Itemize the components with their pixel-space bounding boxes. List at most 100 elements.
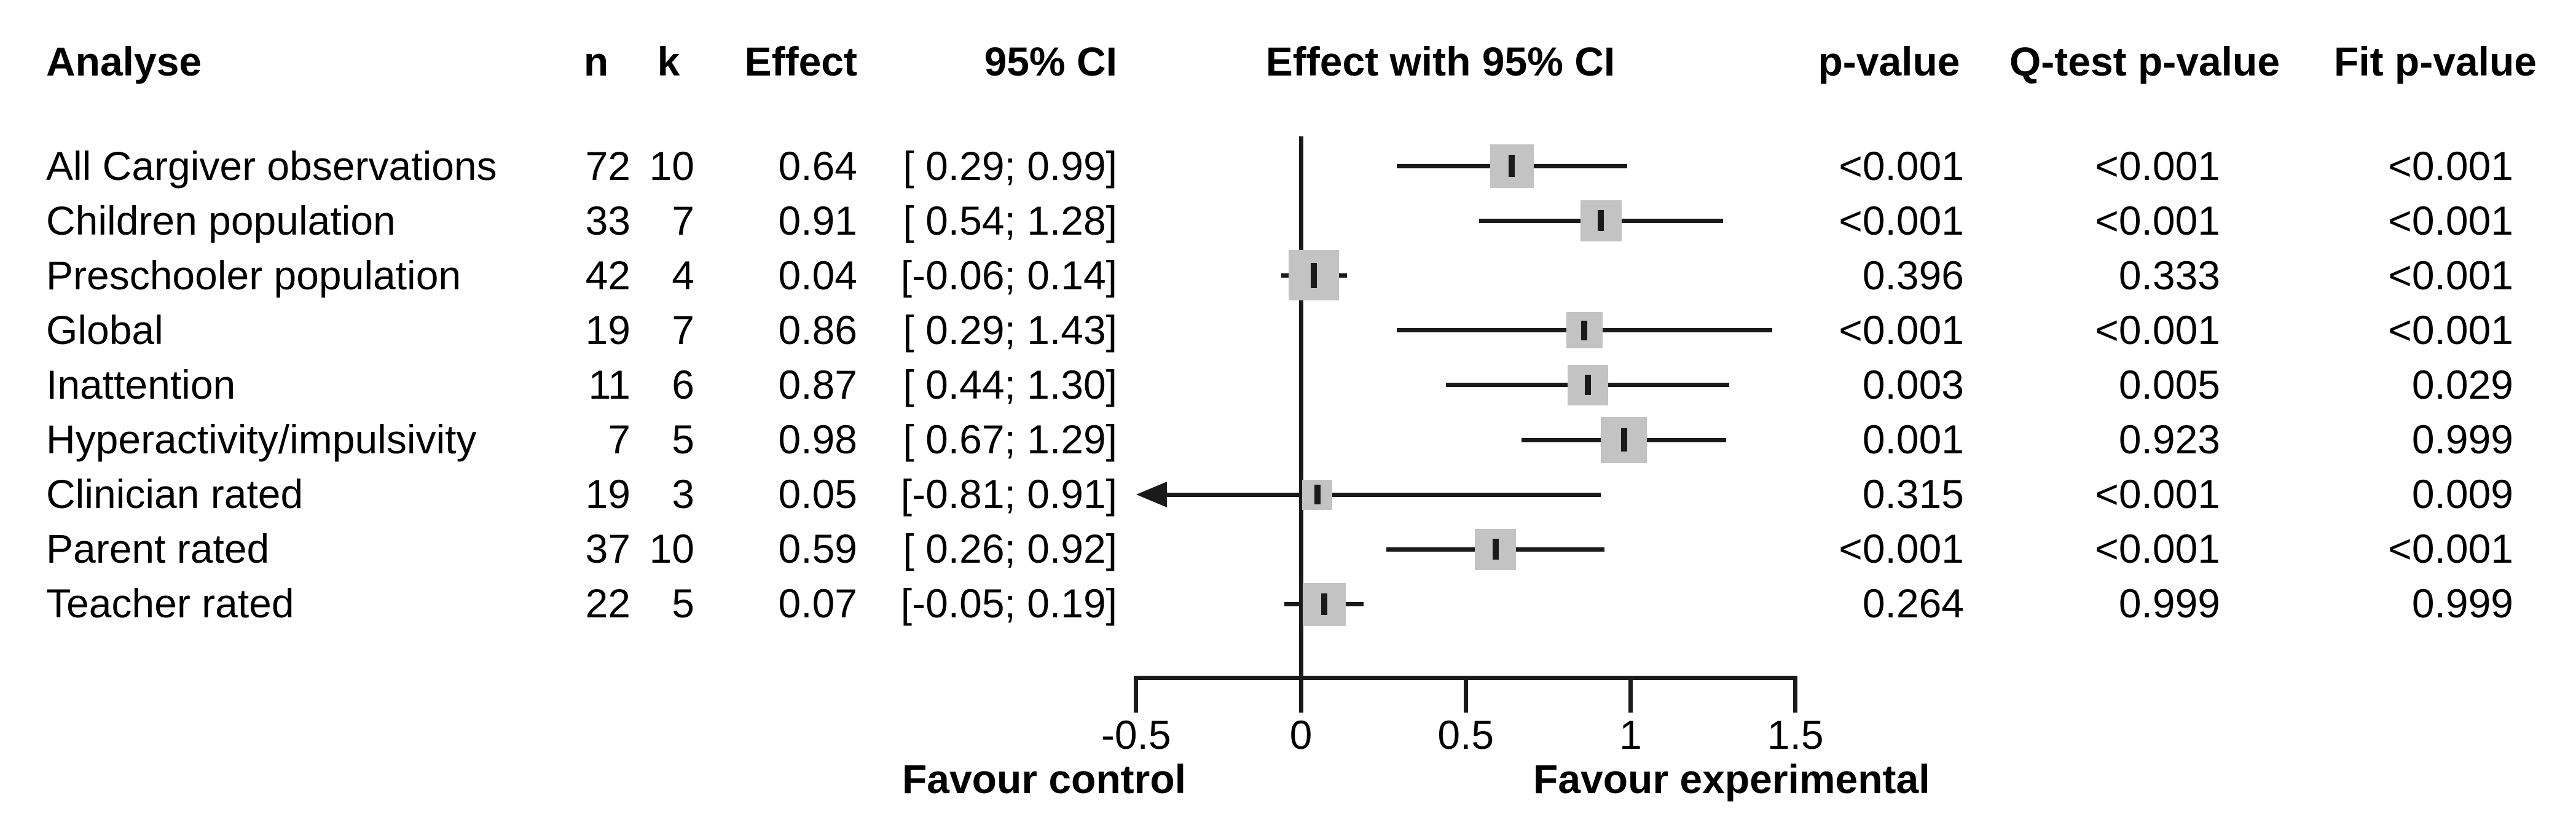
q-test-p-value: <0.001 — [2095, 471, 2220, 517]
ci-value: [-0.06; 0.14] — [900, 252, 1117, 298]
n-value: 37 — [585, 526, 630, 571]
point-estimate-tick — [1598, 210, 1604, 232]
k-value: 5 — [672, 581, 694, 626]
effect-value: 0.05 — [778, 471, 857, 517]
column-header-effect: Effect — [744, 39, 857, 84]
k-value: 6 — [672, 362, 694, 407]
row-label: Inattention — [46, 362, 236, 407]
point-estimate-tick — [1321, 593, 1327, 616]
x-axis-tick — [1134, 676, 1139, 713]
k-value: 4 — [672, 252, 694, 298]
n-value: 42 — [585, 252, 630, 298]
ci-value: [ 0.54; 1.28] — [903, 198, 1117, 243]
effect-value: 0.04 — [778, 252, 857, 298]
fit-p-value: <0.001 — [2388, 143, 2513, 189]
column-header-q-test-p-value: Q-test p-value — [2009, 39, 2280, 84]
row-label: Teacher rated — [46, 581, 294, 626]
column-header-ci: 95% CI — [984, 39, 1117, 84]
k-value: 7 — [672, 307, 694, 353]
n-value: 22 — [585, 581, 630, 626]
fit-p-value: 0.999 — [2411, 416, 2513, 462]
table-row: Parent rated 37 10 0.59 [ 0.26; 0.92] <0… — [0, 526, 2576, 571]
n-value: 19 — [585, 471, 630, 517]
column-header-fit-p-value: Fit p-value — [2333, 39, 2537, 84]
table-row: Hyperactivity/impulsivity 7 5 0.98 [ 0.6… — [0, 417, 2576, 461]
ci-value: [-0.05; 0.19] — [900, 581, 1117, 626]
point-estimate-tick — [1509, 155, 1515, 177]
p-value: 0.003 — [1862, 362, 1964, 407]
row-label: Children population — [46, 198, 396, 243]
column-header-plot: Effect with 95% CI — [1265, 39, 1616, 84]
point-estimate-tick — [1581, 320, 1588, 340]
ci-line — [1158, 492, 1601, 497]
p-value: <0.001 — [1839, 143, 1964, 189]
fit-p-value: <0.001 — [2388, 307, 2513, 353]
q-test-p-value: <0.001 — [2095, 526, 2220, 571]
fit-p-value: <0.001 — [2388, 526, 2513, 571]
row-label: Hyperactivity/impulsivity — [46, 416, 477, 462]
n-value: 19 — [585, 307, 630, 353]
row-label: Preschooler population — [46, 252, 461, 298]
p-value: 0.264 — [1862, 581, 1964, 626]
table-row: Inattention 11 6 0.87 [ 0.44; 1.30] 0.00… — [0, 362, 2576, 407]
zero-reference-line — [1298, 136, 1303, 676]
point-estimate-tick — [1314, 485, 1321, 505]
row-label: Parent rated — [46, 526, 270, 571]
column-header-n: n — [583, 39, 609, 84]
k-value: 10 — [649, 143, 694, 189]
p-value: 0.001 — [1862, 416, 1964, 462]
axis-label-favour-control: Favour control — [901, 756, 1186, 802]
fit-p-value: 0.009 — [2411, 471, 2513, 517]
x-axis-tick — [1463, 676, 1468, 713]
p-value: <0.001 — [1839, 198, 1964, 243]
fit-p-value: <0.001 — [2388, 198, 2513, 243]
x-axis-tick-label: 1.5 — [1767, 712, 1824, 757]
point-estimate-tick — [1311, 262, 1317, 288]
fit-p-value: <0.001 — [2388, 252, 2513, 298]
table-row: Children population 33 7 0.91 [ 0.54; 1.… — [0, 198, 2576, 243]
row-label: Global — [46, 307, 163, 353]
q-test-p-value: 0.923 — [2118, 416, 2220, 462]
k-value: 10 — [649, 526, 694, 571]
x-axis-tick — [1793, 676, 1798, 713]
n-value: 11 — [588, 362, 630, 407]
x-axis-tick — [1298, 676, 1303, 713]
row-label: Clinician rated — [46, 471, 304, 517]
q-test-p-value: 0.999 — [2118, 581, 2220, 626]
q-test-p-value: <0.001 — [2095, 143, 2220, 189]
point-estimate-tick — [1492, 539, 1499, 560]
table-row: Preschooler population 42 4 0.04 [-0.06;… — [0, 253, 2576, 297]
p-value: 0.315 — [1862, 471, 1964, 517]
table-row: Teacher rated 22 5 0.07 [-0.05; 0.19] 0.… — [0, 581, 2576, 625]
row-label: All Cargiver observations — [46, 143, 497, 189]
axis-label-favour-experimental: Favour experimental — [1533, 756, 1930, 802]
column-header-p-value: p-value — [1818, 39, 1960, 84]
x-axis-tick-label: 0 — [1289, 712, 1313, 757]
ci-value: [ 0.44; 1.30] — [903, 362, 1117, 407]
ci-value: [ 0.26; 0.92] — [903, 526, 1117, 571]
k-value: 3 — [672, 471, 694, 517]
point-estimate-tick — [1584, 375, 1591, 396]
p-value: 0.396 — [1862, 252, 1964, 298]
ci-value: [ 0.29; 1.43] — [903, 307, 1117, 353]
column-header-analyse: Analyse — [46, 39, 202, 84]
ci-value: [ 0.67; 1.29] — [903, 416, 1117, 462]
table-row: Clinician rated 19 3 0.05 [-0.81; 0.91] … — [0, 472, 2576, 516]
k-value: 5 — [672, 416, 694, 462]
table-row: Global 19 7 0.86 [ 0.29; 1.43] <0.001 <0… — [0, 308, 2576, 352]
p-value: <0.001 — [1839, 526, 1964, 571]
x-axis-tick-label: 1 — [1619, 712, 1642, 757]
q-test-p-value: 0.005 — [2118, 362, 2220, 407]
n-value: 33 — [585, 198, 630, 243]
effect-value: 0.87 — [778, 362, 857, 407]
q-test-p-value: <0.001 — [2095, 198, 2220, 243]
ci-value: [ 0.29; 0.99] — [903, 143, 1117, 189]
ci-value: [-0.81; 0.91] — [900, 471, 1117, 517]
x-axis-tick — [1628, 676, 1633, 713]
q-test-p-value: 0.333 — [2118, 252, 2220, 298]
effect-value: 0.86 — [778, 307, 857, 353]
n-value: 72 — [585, 143, 630, 189]
table-row: All Cargiver observations 72 10 0.64 [ 0… — [0, 144, 2576, 188]
x-axis-tick-label: -0.5 — [1101, 712, 1171, 757]
